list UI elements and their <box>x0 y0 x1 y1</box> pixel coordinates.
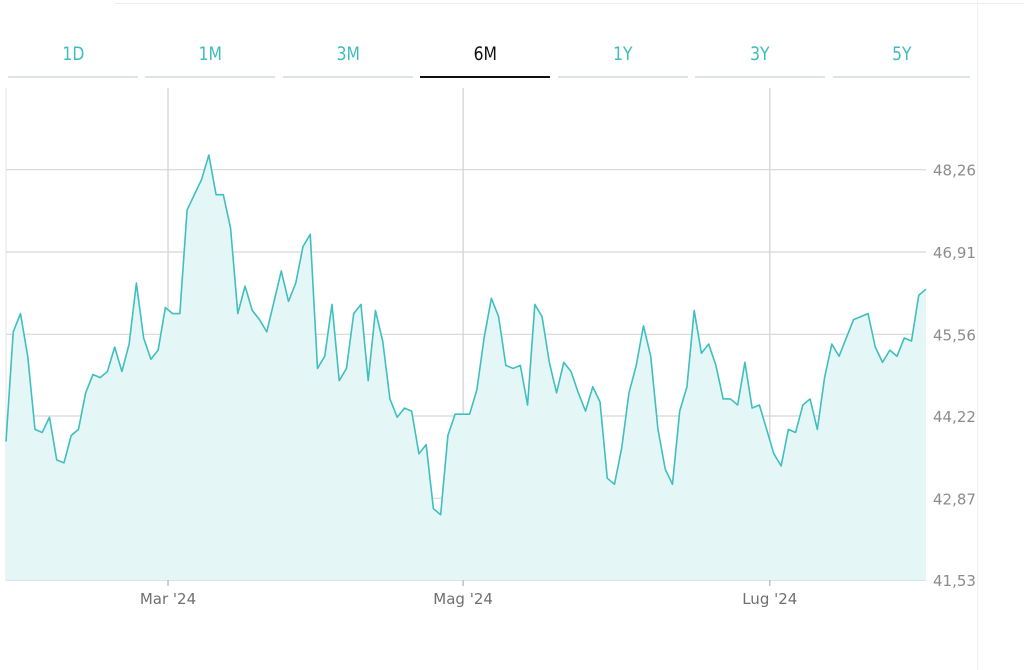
x-tick-label: Lug '24 <box>742 590 797 608</box>
tab-underline <box>695 76 825 78</box>
price-line <box>5 154 927 516</box>
tab-underline <box>558 76 688 78</box>
tab-underline <box>8 76 138 78</box>
tab-underline <box>833 76 970 78</box>
tab-label: 1D <box>62 43 84 65</box>
tab-label: 3Y <box>750 43 770 65</box>
tab-underline <box>283 76 413 78</box>
tab-underline <box>420 75 550 78</box>
tab-label: 6M <box>473 43 497 65</box>
y-tick-label: 45,56 <box>933 326 976 344</box>
y-tick-label: 48,26 <box>933 162 976 180</box>
tab-1y[interactable]: 1Y <box>558 30 688 78</box>
tab-label: 1M <box>198 43 222 65</box>
tab-3m[interactable]: 3M <box>283 30 413 78</box>
x-axis-ticks: Mar '24 Mag '24 Lug '24 <box>140 590 797 608</box>
x-tick-label: Mar '24 <box>140 590 196 608</box>
tab-label: 5Y <box>891 43 912 65</box>
y-axis-ticks: 48,26 46,91 45,56 44,22 42,87 41,53 <box>933 162 976 590</box>
y-tick-label: 46,91 <box>933 244 976 262</box>
tab-1m[interactable]: 1M <box>145 30 275 78</box>
top-divider <box>115 0 1024 4</box>
y-tick-label: 42,87 <box>933 490 976 508</box>
tab-1d[interactable]: 1D <box>8 30 138 78</box>
tab-underline <box>145 76 275 78</box>
right-divider <box>977 0 978 670</box>
price-area-fill <box>6 155 926 580</box>
tab-label: 1Y <box>613 43 633 65</box>
y-tick-label: 44,22 <box>933 408 976 426</box>
y-tick-label: 41,53 <box>933 572 976 590</box>
tab-6m[interactable]: 6M <box>420 30 550 78</box>
tab-label: 3M <box>336 43 360 65</box>
tab-3y[interactable]: 3Y <box>695 30 825 78</box>
range-tabs: 1D 1M 3M 6M 1Y 3Y 5Y <box>0 30 975 80</box>
x-tick-label: Mag '24 <box>433 590 493 608</box>
tab-5y[interactable]: 5Y <box>833 30 970 78</box>
